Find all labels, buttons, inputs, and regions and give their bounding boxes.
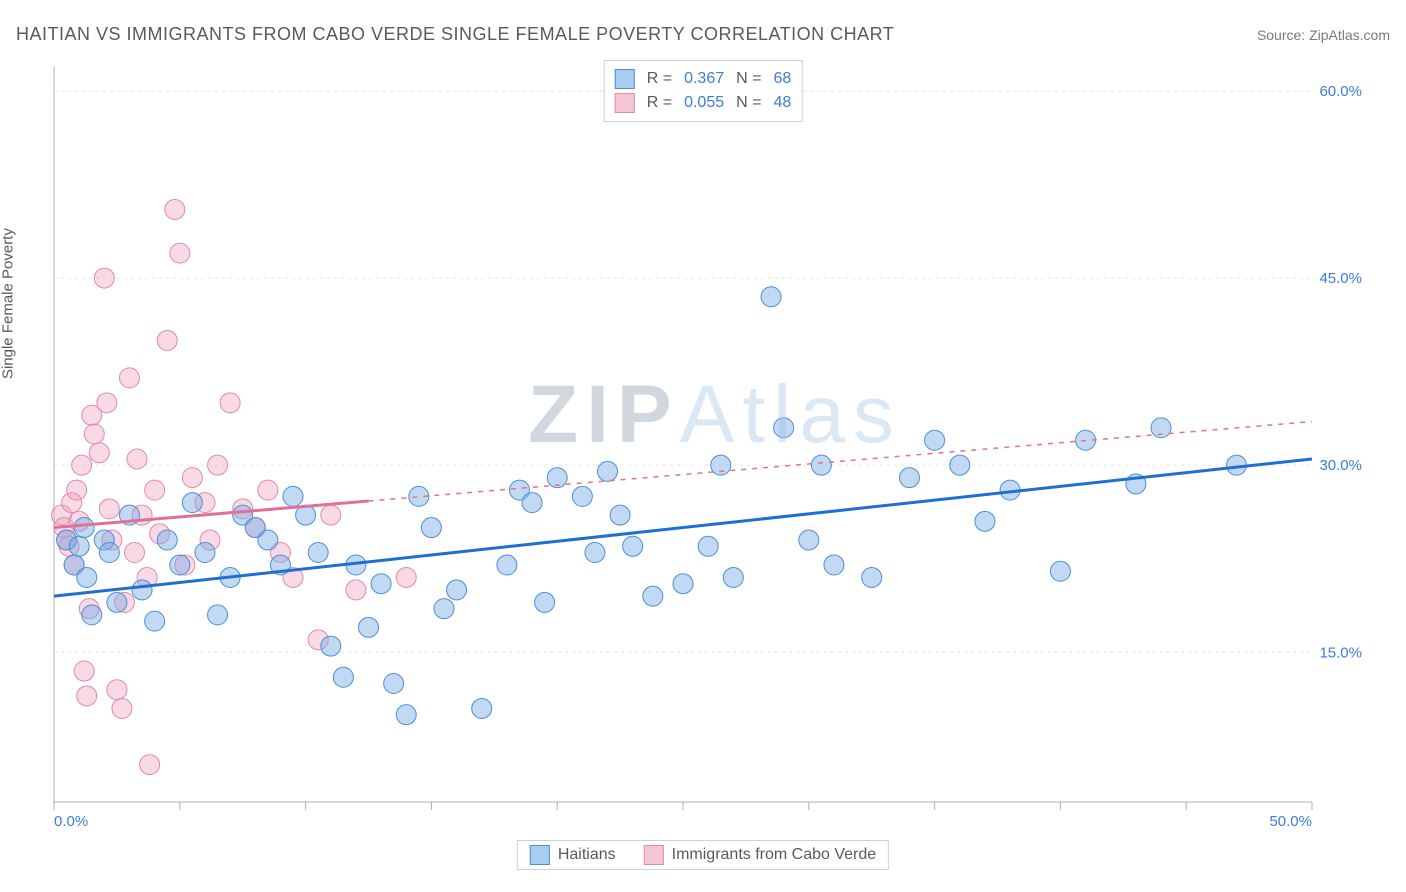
legend-item: Haitians (530, 845, 616, 865)
stat-label: N = (736, 70, 761, 88)
legend-label: Immigrants from Cabo Verde (672, 846, 877, 864)
stat-label: R = (647, 70, 672, 88)
series-swatch-icon (530, 845, 550, 865)
svg-text:50.0%: 50.0% (1269, 813, 1312, 830)
stat-value: 0.367 (684, 70, 724, 88)
chart-title: HAITIAN VS IMMIGRANTS FROM CABO VERDE SI… (16, 24, 894, 45)
legend-item: Immigrants from Cabo Verde (644, 845, 877, 865)
svg-text:0.0%: 0.0% (54, 813, 88, 830)
source-attribution: Source: ZipAtlas.com (1257, 27, 1390, 43)
chart-plot-area: 15.0%30.0%45.0%60.0%0.0%50.0% ZIPAtlas (48, 60, 1382, 832)
svg-text:60.0%: 60.0% (1319, 83, 1362, 100)
stat-value: 68 (773, 70, 791, 88)
scatter-svg: 15.0% 30.0% 45.0% 60.0% 0.0% 50.0% (48, 60, 1382, 832)
series-swatch-icon (615, 93, 635, 113)
series-legend: Haitians Immigrants from Cabo Verde (517, 840, 889, 870)
stat-label: N = (736, 94, 761, 112)
stat-value: 48 (773, 94, 791, 112)
stat-label: R = (647, 94, 672, 112)
svg-text:15.0%: 15.0% (1319, 644, 1362, 661)
stats-row: R = 0.367 N = 68 (615, 67, 792, 91)
series-swatch-icon (615, 69, 635, 89)
svg-text:45.0%: 45.0% (1319, 270, 1362, 287)
legend-label: Haitians (558, 846, 616, 864)
series-swatch-icon (644, 845, 664, 865)
y-axis-label: Single Female Poverty (0, 228, 17, 379)
svg-text:30.0%: 30.0% (1319, 457, 1362, 474)
correlation-stats-box: R = 0.367 N = 68 R = 0.055 N = 48 (604, 60, 803, 122)
stats-row: R = 0.055 N = 48 (615, 91, 792, 115)
stat-value: 0.055 (684, 94, 724, 112)
